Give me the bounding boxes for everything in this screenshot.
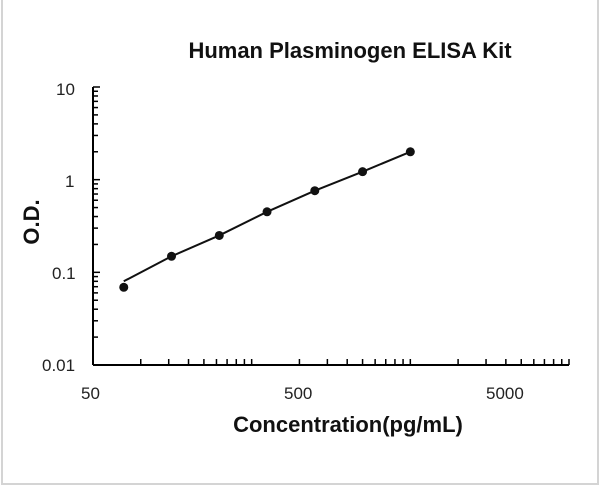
x-axis-label: Concentration(pg/mL) [233, 412, 463, 437]
data-point [310, 186, 320, 196]
data-point [262, 207, 272, 217]
x-tick-label: 5000 [486, 384, 524, 403]
data-point [167, 251, 177, 261]
data-point [119, 282, 129, 292]
fit-curve [123, 150, 411, 283]
data-point [214, 230, 224, 240]
y-tick-label: 1 [65, 172, 75, 191]
chart-title: Human Plasminogen ELISA Kit [188, 38, 512, 63]
x-tick-label: 500 [284, 384, 313, 403]
y-tick-label: 10 [56, 80, 75, 99]
data-point [358, 167, 368, 177]
x-tick-label: 50 [81, 384, 100, 403]
y-tick-label: 0.1 [52, 264, 76, 283]
data-point [405, 147, 415, 157]
y-tick-label: 0.01 [42, 356, 76, 375]
